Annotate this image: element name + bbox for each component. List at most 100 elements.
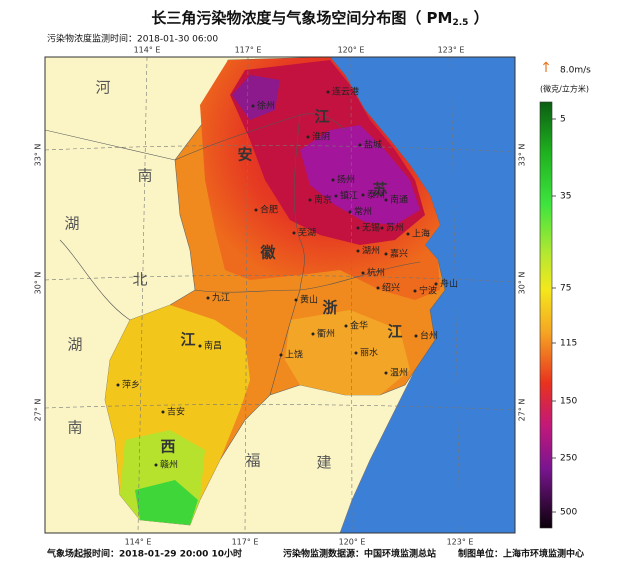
city-dot	[198, 344, 202, 348]
pollution-orange	[285, 310, 410, 395]
province-label: 江	[314, 108, 329, 126]
title-main: 长三角污染物浓度与气象场空间分布图（ PM	[151, 9, 452, 27]
wind-arrow: ↑	[540, 60, 552, 76]
city-dot	[161, 410, 165, 414]
colorbar-label: 115	[560, 339, 577, 349]
lat-label-right: 27° N	[518, 399, 527, 422]
province-label: 安	[237, 146, 252, 164]
lon-label-bottom: 123° E	[447, 538, 474, 547]
city-label: 南昌	[204, 340, 222, 352]
city-label: 扬州	[337, 174, 355, 186]
province-label: 徽	[259, 244, 276, 262]
colorbar-label: 500	[560, 508, 577, 518]
city-dot	[251, 104, 255, 108]
colorbar-label: 75	[560, 284, 571, 294]
city-label: 上饶	[285, 349, 303, 361]
city-dot	[356, 226, 360, 230]
colorbar-label: 150	[560, 397, 577, 407]
city-dot	[380, 226, 384, 230]
city-dot	[334, 194, 338, 198]
city-dot	[384, 198, 388, 202]
province-label: 南	[137, 167, 152, 185]
city-label: 金华	[350, 320, 368, 332]
province-label: 湖	[64, 215, 79, 233]
province-label: 湖	[67, 336, 82, 354]
pollution-green	[135, 480, 198, 525]
pollution-purple-north	[232, 75, 280, 120]
lat-label-left: 27° N	[34, 399, 43, 422]
city-dot	[384, 252, 388, 256]
province-label: 北	[132, 271, 147, 289]
city-dot	[292, 231, 296, 235]
pollution-purple	[300, 125, 420, 225]
lon-label-bottom: 120° E	[339, 538, 366, 547]
city-label: 嘉兴	[390, 248, 408, 260]
city-label: 温州	[390, 368, 408, 379]
city-dot	[294, 298, 298, 302]
lat-label-right: 30° N	[518, 272, 527, 295]
city-label: 芜湖	[298, 227, 316, 239]
title-sub: 2.5	[452, 18, 468, 28]
city-dot	[414, 334, 418, 338]
title: 长三角污染物浓度与气象场空间分布图（ PM2.5 ）	[151, 9, 488, 28]
legend-unit: (微克/立方米)	[540, 84, 589, 94]
city-dot	[434, 282, 438, 286]
producer: 制图单位：上海市环境监测中心	[458, 548, 584, 560]
city-dot	[384, 371, 388, 375]
title-close: ）	[468, 9, 488, 27]
city-dot	[311, 332, 315, 336]
province-label: 浙	[322, 299, 337, 317]
wind-scale: 8.0m/s	[560, 66, 591, 76]
lon-label-top: 123° E	[438, 46, 465, 55]
forecast-time: 气象场起报时间：2018-01-29 20:00 10小时	[46, 548, 242, 560]
city-label: 吉安	[167, 406, 185, 418]
city-label: 无锡	[362, 223, 380, 234]
city-label: 苏州	[386, 222, 404, 234]
colorbar-label: 5	[560, 115, 566, 125]
city-dot	[413, 289, 417, 293]
city-label: 赣州	[160, 459, 178, 471]
city-label: 九江	[212, 293, 230, 304]
city-dot	[361, 271, 365, 275]
colorbar	[539, 101, 553, 529]
city-label: 淮阴	[312, 132, 330, 143]
province-label: 江	[387, 323, 402, 341]
graticule	[45, 57, 515, 533]
city-dot	[376, 286, 380, 290]
city-label: 南通	[390, 194, 408, 206]
border	[194, 261, 421, 293]
graticule-line	[45, 404, 515, 411]
graticule-line	[244, 57, 249, 533]
city-dot	[348, 210, 352, 214]
province-label: 南	[67, 419, 82, 437]
lat-label-right: 33° N	[518, 144, 527, 167]
city-dot	[206, 296, 210, 300]
province-label: 建	[316, 454, 331, 472]
lat-label-left: 30° N	[34, 272, 43, 295]
monitor-time: 污染物浓度监测时间：2018-01-30 06:00	[47, 33, 218, 45]
city-label: 黄山	[300, 294, 318, 306]
city-dot	[308, 198, 312, 202]
city-dot	[116, 383, 120, 387]
city-dot	[154, 463, 158, 467]
city-label: 常州	[354, 206, 372, 218]
province-label: 江	[180, 331, 195, 349]
border	[45, 129, 176, 321]
graticule-line	[45, 275, 515, 283]
city-label: 杭州	[367, 267, 385, 279]
border	[293, 114, 305, 291]
city-label: 湖州	[362, 246, 380, 257]
data-source: 污染物监测数据源：中国环境监测总站	[283, 548, 436, 560]
city-dot	[279, 353, 283, 357]
graticule-line	[450, 57, 461, 533]
city-label: 连云港	[332, 86, 359, 98]
city-dot	[344, 324, 348, 328]
city-label: 南京	[314, 194, 332, 206]
city-label: 丽水	[360, 347, 378, 359]
city-label: 合肥	[260, 204, 278, 216]
province-label: 苏	[372, 181, 387, 199]
province-label: 福	[245, 452, 260, 470]
city-label: 绍兴	[382, 282, 400, 294]
